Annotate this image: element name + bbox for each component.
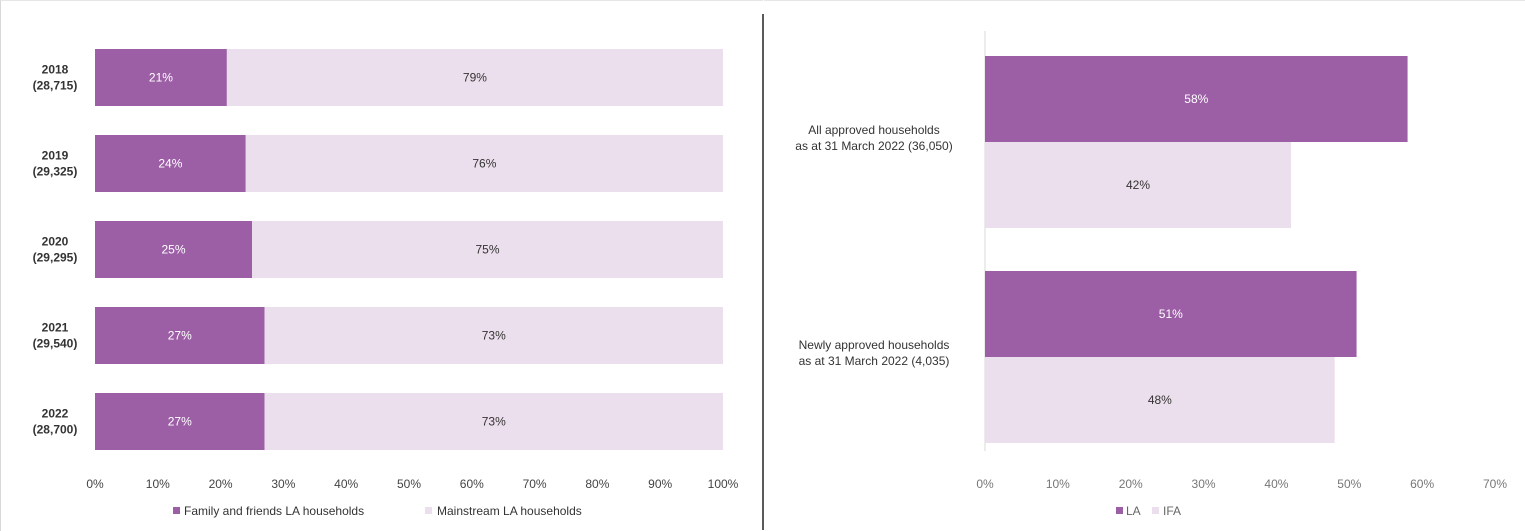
- x-tick-label: 20%: [1119, 477, 1143, 491]
- data-label: 24%: [158, 157, 182, 171]
- x-tick-label: 80%: [585, 477, 609, 491]
- legend-label-ifa: IFA: [1163, 504, 1181, 518]
- bar-ifa-newly-approved: [985, 357, 1335, 443]
- bar-family-friends-2020: [95, 221, 252, 278]
- category-label-line2: as at 31 March 2022 (4,035): [799, 354, 950, 368]
- stacked-bar-chart-panel: 21% 79% 2018 (28,715) 24% 76% 2019 (29,325) 25% 7…: [0, 0, 763, 531]
- x-tick-label: 60%: [460, 477, 484, 491]
- category-year-label: 2020: [42, 235, 69, 249]
- legend-swatch-ifa: [1152, 507, 1159, 514]
- x-tick-label: 70%: [523, 477, 547, 491]
- data-label: 21%: [149, 71, 173, 85]
- bar-ifa-all-approved: [985, 142, 1291, 228]
- x-tick-label: 40%: [334, 477, 358, 491]
- x-tick-label: 50%: [1337, 477, 1361, 491]
- category-label-line1: Newly approved households: [799, 338, 950, 352]
- bar-mainstream-2020: [252, 221, 723, 278]
- bar-la-newly-approved: [985, 271, 1357, 357]
- category-count-label: (28,715): [33, 79, 78, 93]
- x-tick-label: 90%: [648, 477, 672, 491]
- grouped-bar-chart: 58% 42% All approved households as at 31 Ma…: [795, 31, 1507, 518]
- category-label-line2: as at 31 March 2022 (36,050): [795, 139, 952, 153]
- category-count-label: (29,295): [33, 251, 78, 265]
- legend-swatch-family-friends: [173, 507, 180, 514]
- bar-la-all-approved: [985, 56, 1408, 142]
- legend-swatch-mainstream: [425, 507, 432, 514]
- x-tick-label: 0%: [86, 477, 104, 491]
- category-year-label: 2022: [42, 407, 69, 421]
- x-tick-label: 40%: [1264, 477, 1288, 491]
- data-label: 76%: [472, 157, 496, 171]
- category-count-label: (29,540): [33, 337, 78, 351]
- data-label: 25%: [161, 243, 185, 257]
- x-tick-label: 0%: [976, 477, 994, 491]
- category-count-label: (29,325): [33, 165, 78, 179]
- bar-mainstream-2021: [264, 307, 723, 364]
- data-label: 42%: [1126, 178, 1150, 192]
- x-tick-label: 70%: [1483, 477, 1507, 491]
- stacked-bar-chart: 21% 79% 2018 (28,715) 24% 76% 2019 (29,325) 25% 7…: [33, 49, 739, 518]
- bar-mainstream-2018: [226, 49, 723, 106]
- category-label-line1: All approved households: [808, 123, 939, 137]
- data-label: 75%: [475, 243, 499, 257]
- x-tick-label: 10%: [146, 477, 170, 491]
- data-label: 73%: [482, 415, 506, 429]
- data-label: 27%: [168, 329, 192, 343]
- category-count-label: (28,700): [33, 423, 78, 437]
- x-tick-label: 30%: [1192, 477, 1216, 491]
- bar-family-friends-2018: [95, 49, 227, 106]
- bar-mainstream-2019: [245, 135, 723, 192]
- x-tick-label: 60%: [1410, 477, 1434, 491]
- bar-mainstream-2022: [264, 393, 723, 450]
- x-tick-label: 20%: [209, 477, 233, 491]
- data-label: 73%: [482, 329, 506, 343]
- legend-label-family-friends: Family and friends LA households: [184, 504, 364, 518]
- data-label: 48%: [1148, 393, 1172, 407]
- grouped-bar-chart-panel: 58% 42% All approved households as at 31 Ma…: [764, 0, 1525, 531]
- bar-family-friends-2022: [95, 393, 265, 450]
- x-tick-label: 50%: [397, 477, 421, 491]
- legend-label-la: LA: [1126, 504, 1141, 518]
- x-tick-label: 30%: [271, 477, 295, 491]
- data-label: 58%: [1184, 92, 1208, 106]
- x-tick-label: 100%: [708, 477, 739, 491]
- x-tick-label: 10%: [1046, 477, 1070, 491]
- data-label: 79%: [463, 71, 487, 85]
- category-year-label: 2019: [42, 149, 69, 163]
- bar-family-friends-2021: [95, 307, 265, 364]
- legend-label-mainstream: Mainstream LA households: [437, 504, 582, 518]
- panel-divider: [762, 14, 764, 530]
- category-year-label: 2021: [42, 321, 69, 335]
- legend-swatch-la: [1116, 507, 1123, 514]
- data-label: 51%: [1159, 307, 1183, 321]
- bar-family-friends-2019: [95, 135, 246, 192]
- data-label: 27%: [168, 415, 192, 429]
- category-year-label: 2018: [42, 63, 69, 77]
